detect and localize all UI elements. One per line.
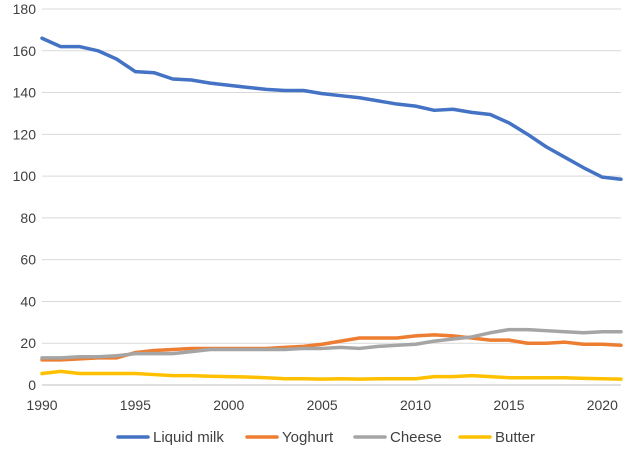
- x-tick-label: 2000: [213, 397, 244, 413]
- legend-label: Butter: [495, 429, 535, 446]
- y-tick-label: 20: [20, 335, 36, 351]
- x-tick-label: 1990: [26, 397, 57, 413]
- series-line-cheese: [40, 327, 623, 360]
- legend-item-butter: Butter: [458, 429, 535, 446]
- y-tick-label: 140: [13, 85, 37, 101]
- x-tick-label: 2015: [493, 397, 524, 413]
- legend: Liquid milk Yoghurt Cheese Butter: [116, 429, 535, 446]
- series-lines: [40, 36, 623, 381]
- y-tick-label: 80: [20, 210, 36, 226]
- y-tick-label: 100: [13, 168, 37, 184]
- x-tick-label: 2005: [307, 397, 338, 413]
- x-tick-label: 2010: [400, 397, 431, 413]
- x-tick-label: 2020: [587, 397, 618, 413]
- legend-item-liquid-milk: Liquid milk: [116, 429, 224, 446]
- legend-label: Yoghurt: [282, 429, 334, 446]
- y-tick-label: 40: [20, 293, 36, 309]
- y-tick-labels: 0 20 40 60 80 100 120 140 160 180: [13, 1, 37, 393]
- x-tick-label: 1995: [120, 397, 151, 413]
- legend-item-cheese: Cheese: [353, 429, 442, 446]
- gridlines: [42, 8, 621, 344]
- y-tick-label: 120: [13, 126, 37, 142]
- y-tick-label: 180: [13, 1, 37, 17]
- series-line-liquid-milk: [40, 36, 623, 181]
- y-tick-label: 160: [13, 43, 37, 59]
- series-line-butter: [40, 369, 623, 381]
- legend-label: Cheese: [390, 429, 442, 446]
- x-tick-labels: 1990 1995 2000 2005 2010 2015 2020: [26, 397, 618, 413]
- legend-label: Liquid milk: [153, 429, 224, 446]
- y-tick-label: 60: [20, 252, 36, 268]
- legend-item-yoghurt: Yoghurt: [245, 429, 334, 446]
- y-tick-label: 0: [28, 377, 36, 393]
